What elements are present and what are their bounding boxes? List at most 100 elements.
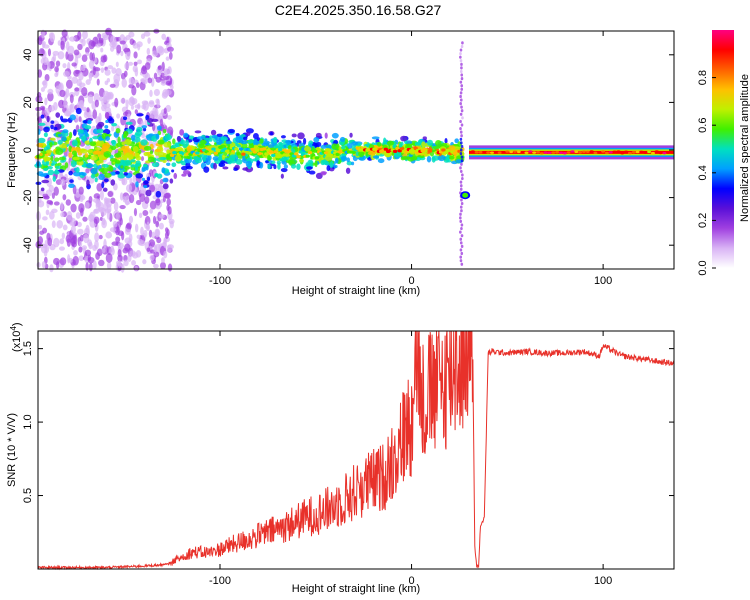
spectral-cell — [50, 120, 55, 124]
colorbar-tick-label: 0.8 — [697, 70, 709, 85]
spectral-ridge-cell — [298, 150, 304, 154]
spectral-cell — [84, 153, 89, 158]
spectral-cell — [55, 112, 61, 118]
spectral-cell — [252, 158, 258, 162]
spectrogram-y-tick-label: 20 — [22, 96, 34, 108]
spectral-cell — [93, 216, 100, 225]
spectral-cell — [365, 150, 369, 157]
spectral-cell — [166, 149, 170, 154]
spectral-cell — [120, 165, 124, 169]
spectral-cell — [105, 119, 110, 124]
spectral-cell — [47, 88, 54, 95]
spectral-cell — [117, 136, 121, 144]
spectral-spike-cell — [459, 151, 463, 156]
spectral-cell — [46, 115, 50, 123]
spectral-cell — [320, 148, 324, 152]
spectral-cell — [105, 253, 113, 263]
spectral-spike-cell — [459, 119, 462, 124]
spectrogram-x-tick-label: -100 — [209, 275, 231, 287]
spectral-ridge-cell — [328, 153, 333, 157]
spectral-ridge-cell — [383, 147, 389, 151]
spectral-cell — [181, 173, 187, 177]
spectral-cell — [81, 54, 88, 63]
spectral-spike-cell — [459, 126, 462, 131]
spectral-cell — [60, 212, 65, 218]
spectral-spike-cell — [459, 101, 462, 106]
spectral-spike-cell — [460, 159, 464, 163]
spectral-cell — [88, 214, 95, 222]
spectral-cell — [351, 161, 355, 166]
spectral-ridge-cell — [277, 147, 283, 152]
spectral-cell — [162, 177, 169, 183]
spectral-cell — [87, 119, 92, 125]
spectral-cell — [259, 138, 264, 144]
spectral-cell — [427, 139, 434, 146]
spectral-cell — [367, 151, 376, 156]
spectral-ridge-cell — [289, 152, 294, 156]
spectral-cell — [85, 52, 90, 57]
spectral-cell — [135, 173, 144, 179]
spectral-cell — [109, 165, 114, 172]
spectral-cell — [104, 111, 110, 119]
spectral-cell — [110, 179, 116, 186]
spectral-cell — [435, 139, 442, 147]
spectral-cell — [98, 154, 103, 160]
spectral-cell — [120, 97, 126, 104]
spectral-cell — [69, 94, 74, 104]
spectral-cell — [358, 150, 365, 158]
spectral-cell — [155, 220, 160, 228]
snr-multiplier-exp: 4 — [9, 326, 18, 331]
spectral-cell — [93, 93, 100, 103]
spectral-cell — [88, 241, 93, 250]
spectral-cell — [98, 259, 105, 267]
colorbar-label: Normalized spectral amplitude — [739, 74, 750, 222]
chart-title: C2E4.2025.350.16.58.G27 — [275, 2, 442, 18]
spectral-cell — [129, 177, 133, 185]
spectral-cell — [139, 193, 146, 203]
spectral-cell — [138, 212, 143, 219]
spectral-spike-cell — [459, 248, 463, 252]
spectral-cell — [173, 172, 178, 180]
spectral-cell — [128, 233, 133, 243]
spectral-cell — [422, 136, 427, 140]
spectral-cell — [100, 47, 104, 53]
spectral-cell — [79, 240, 83, 247]
spectral-cell — [110, 139, 116, 145]
spectral-cell — [169, 178, 174, 184]
spectral-cell — [41, 29, 45, 39]
spectral-band-cell — [612, 150, 617, 153]
spectral-cell — [84, 140, 91, 145]
spectral-cell — [49, 137, 56, 141]
spectral-cell — [72, 255, 79, 266]
spectral-cell — [115, 170, 120, 175]
spectral-cell — [73, 49, 80, 56]
colorbar-ticks: 0.0 0.2 0.4 0.6 0.8 — [697, 70, 716, 276]
spectral-cell — [53, 237, 60, 248]
spectral-ridge-cell — [169, 153, 175, 157]
spectral-cell — [309, 161, 313, 165]
spectral-cell — [123, 48, 130, 53]
snr-panel: -100 0 100 0.5 1.0 1.5 Height of straight lin… — [6, 322, 675, 595]
spectral-cell — [431, 156, 436, 163]
spectral-cell — [40, 114, 45, 119]
spectral-cell — [200, 139, 207, 145]
spectral-cell — [193, 155, 199, 160]
spectral-ridge-cell — [323, 151, 329, 155]
spectral-band-cell — [670, 151, 675, 154]
spectral-band-cell — [616, 150, 621, 153]
spectral-cell — [142, 79, 148, 85]
spectral-cell — [55, 60, 61, 67]
spectral-band-cell — [547, 151, 552, 155]
spectral-cell — [98, 112, 102, 123]
spectral-cell — [387, 140, 395, 146]
spectral-cell — [63, 98, 68, 109]
spectral-cell — [398, 142, 403, 148]
snr-y-tick-label: 0.5 — [22, 488, 34, 503]
spectral-cell — [110, 145, 117, 151]
spectral-cell — [104, 125, 109, 129]
spectral-cell — [179, 129, 185, 136]
spectral-spike-cell — [459, 216, 462, 220]
spectral-cell — [96, 128, 105, 134]
spectral-cell — [101, 181, 105, 189]
spectral-ridge-cell — [305, 154, 310, 158]
